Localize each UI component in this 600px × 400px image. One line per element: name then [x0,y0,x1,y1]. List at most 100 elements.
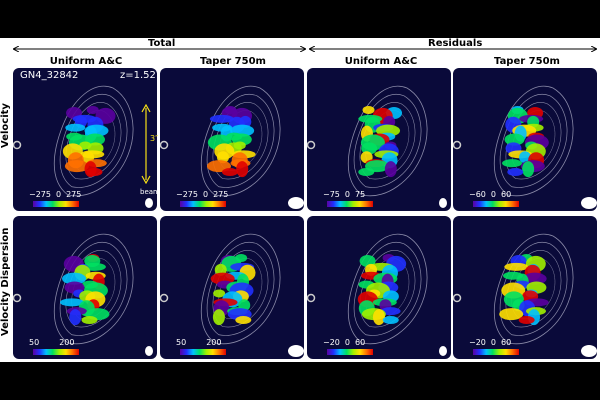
flux-contour [53,233,134,345]
map-pixel-cluster [384,161,397,178]
colorbar-tick-labels: 50 200 [29,338,74,347]
colorbar-tick-labels: −275 0 275 [29,190,81,199]
beam-ellipse [581,345,597,357]
beam-ellipse [581,197,597,209]
map-panel-r2-c2: 50 200 [160,216,304,359]
colorbar [327,201,373,207]
map-pixel-cluster [522,161,535,178]
colorbar [473,201,519,207]
map-pixel-cluster [86,168,103,177]
row-label-velocity: Velocity [0,103,11,148]
map-image [13,233,153,356]
map-pixel-cluster [81,316,98,325]
map-pixel-cluster [504,133,525,146]
row-label-velocity-dispersion: Velocity Dispersion [0,227,11,336]
column-heading-3: Uniform A&C [344,56,418,67]
colorbar [327,349,373,355]
scale-bar-label: 3″ [150,134,159,143]
colorbar-tick: 275 [66,190,82,199]
scale-bar-arrow [141,104,151,184]
colorbar-tick: −275 [29,190,51,199]
edge-source-marker [13,140,22,150]
map-pixel-cluster [372,309,385,326]
colorbar-tick: −75 [323,190,340,199]
map-pixel-cluster [65,123,86,132]
colorbar-tick: 60 [354,338,366,347]
map-image [307,233,447,356]
colorbar-tick: 75 [354,190,366,199]
colorbar [33,201,79,207]
map-image [453,85,597,209]
colorbar-tick: 50 [176,338,187,347]
colorbar-tick: −60 [469,190,486,199]
colorbar [473,349,519,355]
colorbar [180,349,226,355]
map-pixel-cluster [235,316,252,325]
colorbar-tick-labels: −20 0 60 [469,338,511,347]
colorbar-tick: 0 [55,190,62,199]
map-pixel-cluster [518,316,535,325]
flux-contour [200,85,281,197]
colorbar-tick: 0 [344,338,350,347]
map-image [160,85,304,209]
map-pixel-cluster [362,106,375,114]
galaxy-id-label: GN4_32842 [20,70,79,81]
colorbar-tick: 60 [500,338,512,347]
residuals-heading: Residuals [428,38,483,49]
colorbar-tick: 50 [29,338,40,347]
beam-ellipse [288,197,304,209]
column-heading-2: Taper 750m [200,56,266,67]
column-heading-1: Uniform A&C [49,56,123,67]
map-image [160,233,304,357]
map-image [307,85,447,208]
total-heading: Total [148,38,176,49]
map-image [13,85,153,208]
map-panel-r2-c1: 50 200 [13,216,157,359]
redshift-label: z=1.52 [120,70,156,81]
colorbar-tick-labels: 50 200 [176,338,221,347]
beam-ellipse [439,198,447,208]
colorbar-tick-labels: −275 0 275 [176,190,228,199]
colorbar-tick: 0 [202,190,209,199]
beam-ellipse [145,198,153,208]
map-pixel-cluster [499,308,524,321]
colorbar-tick: 200 [206,338,222,347]
map-pixel-cluster [358,168,375,177]
edge-source-marker [453,293,462,303]
beam-ellipse [145,346,153,356]
flux-contour [493,233,574,345]
edge-source-marker [307,140,316,150]
map-pixel-cluster [236,161,249,178]
header-arrows [0,38,600,54]
beam-ellipse [288,345,304,357]
map-pixel-cluster [209,114,234,123]
colorbar-tick: 275 [213,190,229,199]
top-black-bar [0,0,600,38]
edge-source-marker [13,293,22,303]
colorbar-tick: 200 [59,338,75,347]
colorbar-tick: −20 [469,338,486,347]
colorbar-tick-labels: −75 0 75 [323,190,365,199]
map-panel-r1-c3: −75 0 75 [307,68,451,211]
map-pixel-cluster [213,289,226,298]
colorbar-tick-labels: −60 0 60 [469,190,511,199]
flux-contour [493,85,574,197]
colorbar-tick-labels: −20 0 60 [323,338,365,347]
map-image [453,233,597,357]
map-pixel-cluster [69,309,82,326]
bottom-black-bar [0,362,600,400]
map-pixel-cluster [507,168,524,177]
flux-contour [200,233,281,345]
map-pixel-cluster [64,160,89,173]
map-pixel-cluster [519,151,532,164]
map-pixel-cluster [86,106,99,114]
map-panel-r2-c4: −20 0 60 [453,216,597,359]
edge-source-marker [160,293,169,303]
map-pixel-cluster [60,298,85,307]
edge-source-marker [453,140,462,150]
map-panel-r1-c1: −275 0 275 [13,68,157,211]
map-pixel-cluster [62,272,87,285]
edge-source-marker [160,140,169,150]
colorbar-tick: 0 [490,190,496,199]
beam-label: beam [140,188,160,196]
